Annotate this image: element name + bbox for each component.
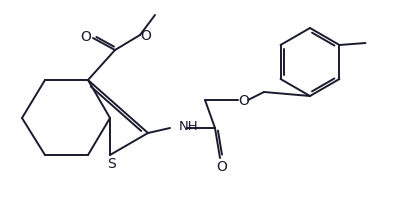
- Text: S: S: [107, 157, 115, 171]
- Text: O: O: [81, 30, 91, 44]
- Text: NH: NH: [179, 121, 199, 134]
- Text: O: O: [141, 29, 151, 43]
- Text: O: O: [239, 94, 249, 108]
- Text: O: O: [216, 160, 228, 174]
